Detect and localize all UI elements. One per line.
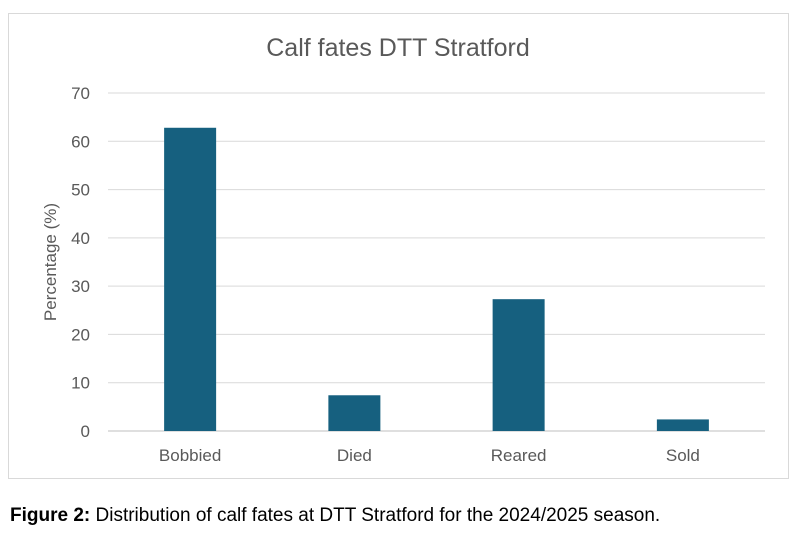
grid-lines xyxy=(108,92,765,432)
y-tick-label: 40 xyxy=(71,229,90,248)
bar-sold xyxy=(656,419,709,431)
y-tick-label: 0 xyxy=(81,422,90,441)
chart-title: Calf fates DTT Stratford xyxy=(266,34,530,62)
bars xyxy=(164,127,709,431)
y-tick-labels: 0 10 20 30 40 50 60 70 xyxy=(71,84,90,441)
x-tick-label-reared: Reared xyxy=(491,446,547,465)
bar-bobbied xyxy=(164,127,217,431)
chart-frame xyxy=(8,13,789,479)
x-tick-label-bobbied: Bobbied xyxy=(159,446,221,465)
y-tick-label: 30 xyxy=(71,277,90,296)
x-tick-label-sold: Sold xyxy=(666,446,700,465)
y-tick-label: 50 xyxy=(71,181,90,200)
bar-chart: Calf fates DTT Stratford Percentage (%) … xyxy=(41,34,765,465)
caption-label: Figure 2: xyxy=(10,505,91,526)
bar-reared xyxy=(492,299,545,431)
y-tick-label: 10 xyxy=(71,374,90,393)
y-tick-label: 60 xyxy=(71,132,90,151)
figure-caption: Figure 2: Distribution of calf fates at … xyxy=(10,505,660,527)
y-axis-label: Percentage (%) xyxy=(41,203,60,321)
bar-died xyxy=(328,395,381,431)
caption-text: Distribution of calf fates at DTT Stratf… xyxy=(90,505,661,526)
y-tick-label: 70 xyxy=(71,84,90,103)
y-tick-label: 20 xyxy=(71,325,90,344)
x-tick-labels: Bobbied Died Reared Sold xyxy=(159,446,700,465)
x-tick-label-died: Died xyxy=(337,446,372,465)
